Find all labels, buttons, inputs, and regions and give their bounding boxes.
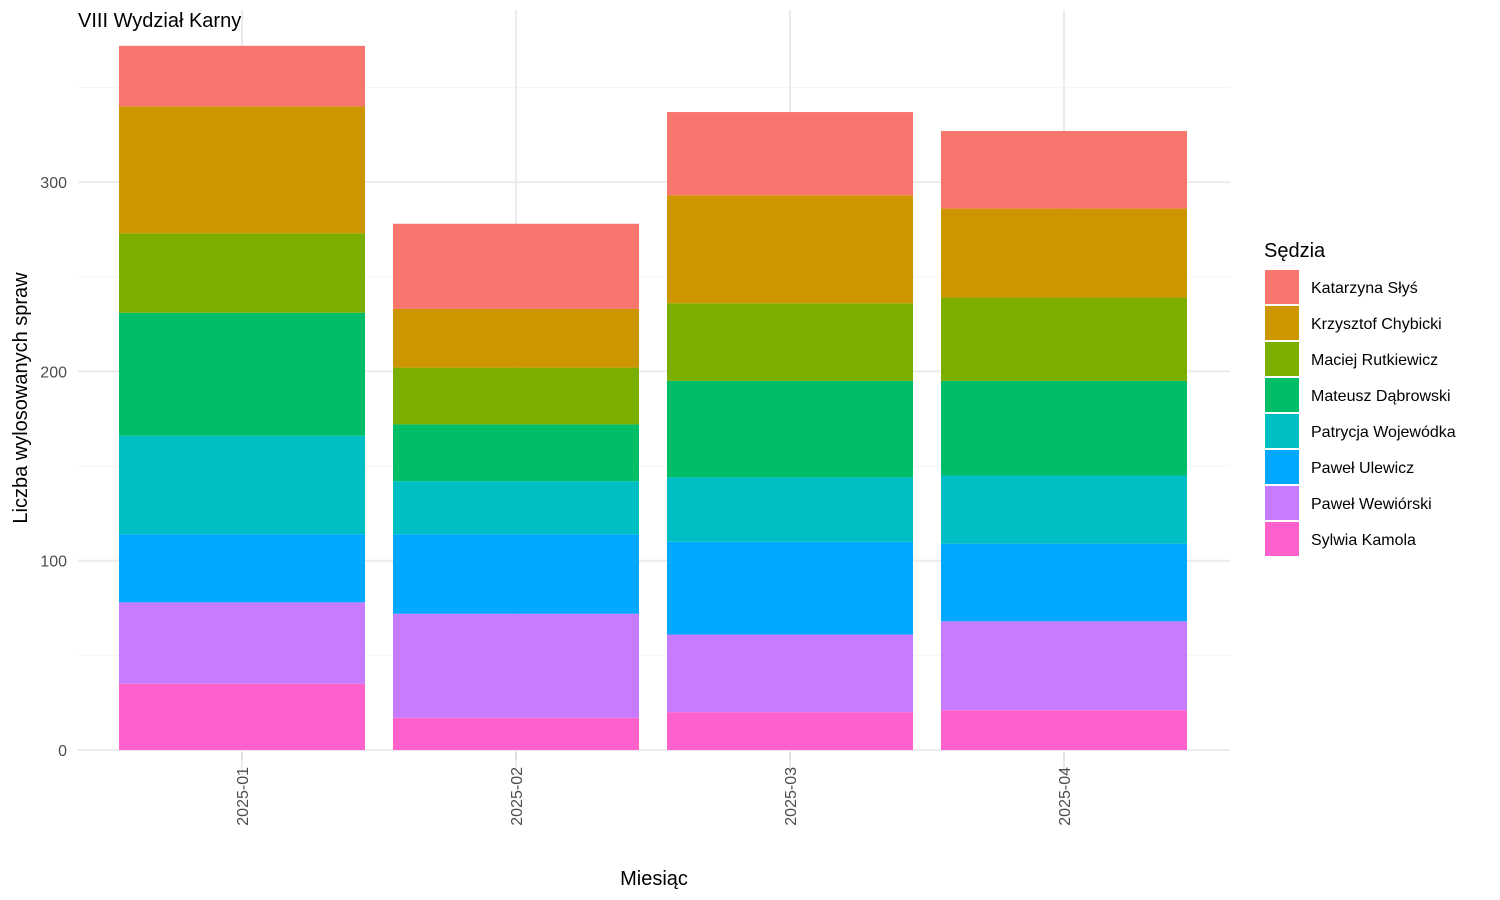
x-tick-label: 2025-04 [1057, 767, 1074, 826]
bar-segment [393, 424, 639, 482]
legend-label: Paweł Wewiórski [1311, 496, 1432, 513]
bar-segment [941, 475, 1187, 544]
legend-swatch [1265, 378, 1299, 412]
y-tick-label: 200 [40, 364, 67, 381]
legend-label: Katarzyna Słyś [1311, 280, 1418, 297]
bar-segment [119, 312, 365, 436]
legend-item: Mateusz Dąbrowski [1265, 378, 1451, 412]
legend-item: Paweł Ulewicz [1265, 450, 1414, 484]
bar-segment [941, 208, 1187, 298]
bar-segment [119, 45, 365, 107]
y-tick-label: 300 [40, 175, 67, 192]
bar-segment [667, 541, 913, 635]
bar-segment [393, 481, 639, 535]
bar-segment [119, 233, 365, 313]
y-axis-title: Liczba wylosowanych spraw [10, 272, 32, 524]
y-tick-label: 100 [40, 554, 67, 571]
legend-swatch [1265, 306, 1299, 340]
bar-segment [667, 712, 913, 750]
bar-segment [119, 602, 365, 684]
legend-swatch [1265, 486, 1299, 520]
legend-item: Maciej Rutkiewicz [1265, 342, 1438, 376]
chart-title: VIII Wydział Karny [78, 10, 241, 32]
bar-segment [119, 534, 365, 603]
bar-segment [393, 223, 639, 309]
bar-segment [393, 613, 639, 718]
bar-segment [941, 710, 1187, 750]
legend-label: Patrycja Wojewódka [1311, 424, 1456, 441]
legend-item: Patrycja Wojewódka [1265, 414, 1456, 448]
legend-label: Sylwia Kamola [1311, 532, 1416, 549]
bar-segment [393, 308, 639, 368]
bar-segment [393, 367, 639, 425]
bar-segment [393, 534, 639, 614]
bar-segment [941, 297, 1187, 381]
legend-swatch [1265, 342, 1299, 376]
bar-segment [667, 477, 913, 542]
legend-label: Mateusz Dąbrowski [1311, 388, 1451, 405]
x-tick-label: 2025-03 [783, 767, 800, 826]
bar-segment [119, 683, 365, 750]
legend-swatch [1265, 522, 1299, 556]
bars [119, 45, 1187, 750]
x-axis-title: Miesiąc [620, 868, 688, 890]
bar-segment [119, 435, 365, 535]
legend-item: Paweł Wewiórski [1265, 486, 1432, 520]
y-axis-ticks: 0 100 200 300 [40, 175, 67, 760]
x-tick-label: 2025-02 [509, 767, 526, 826]
bar-segment [393, 717, 639, 750]
legend-label: Krzysztof Chybicki [1311, 316, 1442, 333]
x-tick-label: 2025-01 [235, 767, 252, 826]
legend: Sędzia Katarzyna Słyś Krzysztof Chybicki M… [1264, 240, 1456, 556]
y-tick-label: 0 [58, 743, 67, 760]
bar-segment [941, 621, 1187, 711]
bar-segment [667, 303, 913, 381]
legend-swatch [1265, 270, 1299, 304]
bar-segment [667, 380, 913, 478]
legend-swatch [1265, 414, 1299, 448]
legend-item: Krzysztof Chybicki [1265, 306, 1442, 340]
bar-segment [941, 130, 1187, 209]
bar-segment [941, 380, 1187, 476]
legend-item: Sylwia Kamola [1265, 522, 1416, 556]
x-axis-ticks: 2025-01 2025-02 2025-03 2025-04 [235, 752, 1074, 826]
legend-title: Sędzia [1264, 240, 1326, 262]
bar-segment [667, 634, 913, 713]
legend-label: Maciej Rutkiewicz [1311, 352, 1438, 369]
bar-segment [119, 106, 365, 234]
bar-segment [667, 195, 913, 304]
legend-swatch [1265, 450, 1299, 484]
legend-items: Katarzyna Słyś Krzysztof Chybicki Maciej R… [1265, 270, 1456, 556]
legend-item: Katarzyna Słyś [1265, 270, 1418, 304]
legend-label: Paweł Ulewicz [1311, 460, 1414, 477]
bar-segment [941, 543, 1187, 622]
bar-segment [667, 112, 913, 196]
